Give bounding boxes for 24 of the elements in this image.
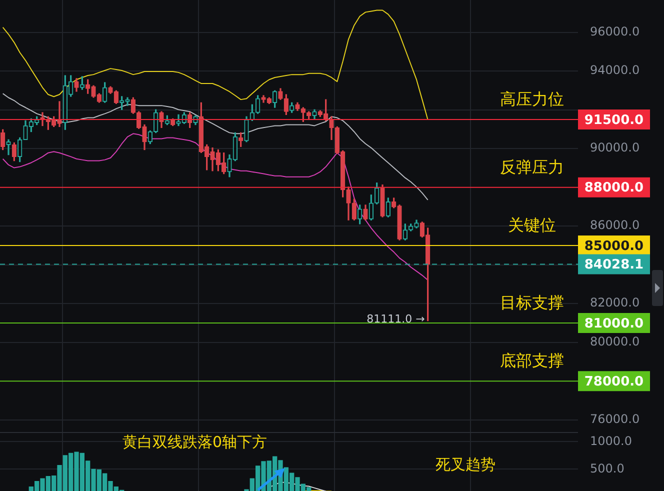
y-tick-label: 82000.0: [590, 296, 640, 310]
y-tick-label: 500.0: [590, 461, 624, 476]
annotation: 底部支撑: [500, 351, 564, 370]
y-tick-label: 90000.0: [590, 140, 640, 155]
annotation: 关键位: [508, 216, 556, 235]
ref-line-label: 91500.0: [584, 112, 644, 128]
y-tick-label: 80000.0: [590, 334, 640, 348]
y-tick-label: 76000.0: [590, 412, 640, 426]
ref-line-label: 84028.1: [584, 258, 644, 273]
annotation: 死叉趋势: [435, 456, 496, 474]
y-tick-label: 1000.0: [590, 434, 632, 448]
annotation: 目标支撑: [500, 293, 564, 312]
y-tick-label: 94000.0: [590, 63, 640, 78]
ref-line-label: 78000.0: [584, 374, 644, 390]
annotation: 81111.0 →: [366, 312, 425, 326]
y-tick-label: 86000.0: [590, 218, 640, 232]
ref-line-label: 81000.0: [584, 316, 644, 332]
ref-line-label: 88000.0: [584, 180, 644, 196]
ref-line-label: 85000.0: [584, 238, 644, 254]
y-tick-label: 96000.0: [590, 24, 640, 38]
annotation: 高压力位: [500, 90, 564, 109]
annotation: 黄白双线跌落0轴下方: [122, 433, 268, 452]
annotation: 反弹压力: [500, 157, 564, 176]
candlestick: [6, 139, 11, 156]
